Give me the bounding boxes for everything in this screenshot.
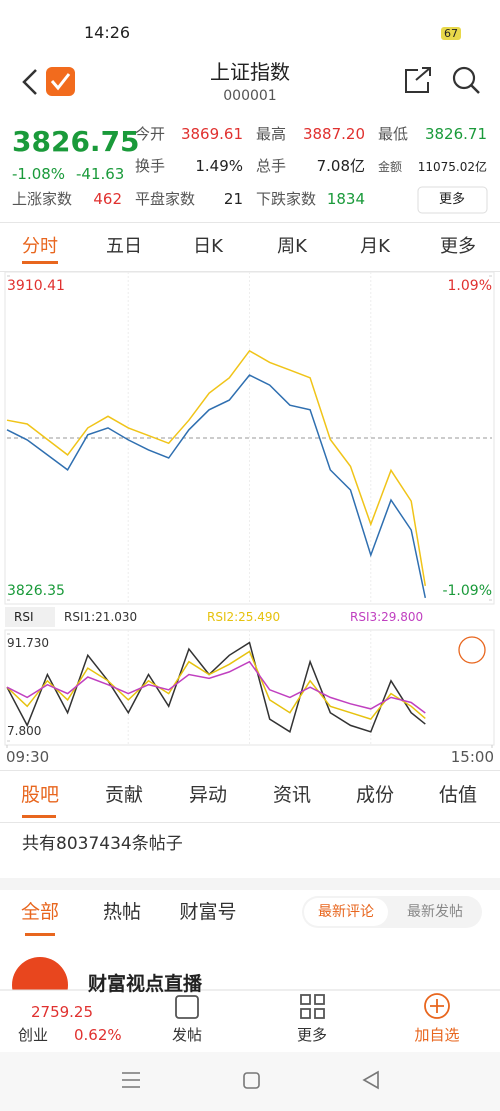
chart-tab[interactable]: 周K <box>277 236 307 257</box>
nav-bar <box>0 1052 500 1111</box>
y-tick-label: 3910.41 <box>7 278 65 294</box>
field-value: 11075.02亿 <box>417 160 487 174</box>
logo <box>46 67 75 96</box>
field-label: 平盘家数 <box>135 190 196 208</box>
legend-entry: RSI2:25.490 <box>207 610 281 624</box>
divider <box>0 822 500 823</box>
back-icon[interactable] <box>22 69 37 95</box>
chart-tab[interactable]: 分时 <box>22 236 58 257</box>
more-button[interactable] <box>417 186 488 214</box>
section-tab[interactable]: 估值 <box>438 784 478 806</box>
field-label: 今开 <box>135 125 166 143</box>
divider <box>0 770 500 771</box>
action[interactable]: 发帖 <box>171 1026 203 1044</box>
section-tab[interactable]: 异动 <box>188 784 228 806</box>
clock: 14:26 <box>84 23 131 42</box>
indicator: RSI <box>14 610 34 624</box>
battery: 67 <box>441 27 461 40</box>
field-value: 3887.20 <box>302 125 365 143</box>
legend-entry: RSI3:29.800 <box>350 610 424 624</box>
field-label: 最高 <box>256 125 287 143</box>
series-line <box>6 650 426 720</box>
feed-tab[interactable]: 全部 <box>20 901 60 923</box>
gap <box>0 878 500 890</box>
field-value: 1.49% <box>195 157 243 175</box>
series-line <box>6 374 427 599</box>
series-line <box>6 660 426 714</box>
feed-tab[interactable]: 财富号 <box>179 901 237 923</box>
divider <box>0 271 500 272</box>
chart-tab[interactable]: 五日 <box>106 236 142 257</box>
field-label: 总手 <box>256 157 287 175</box>
change-pct: -1.08% <box>12 165 66 183</box>
section-tab[interactable]: 股吧 <box>20 784 60 806</box>
field-label: 最低 <box>378 125 409 143</box>
field-value: 462 <box>93 190 122 208</box>
feed-underline <box>25 933 55 936</box>
series-line <box>6 349 427 587</box>
bottom-index-value: 2759.25 <box>30 1003 94 1021</box>
chart-tab[interactable]: 月K <box>360 236 390 257</box>
series-line <box>6 641 426 733</box>
rsi-tag <box>5 607 55 627</box>
y-tick-label: 7.800 <box>7 724 42 738</box>
price: 3826.75 <box>12 125 140 158</box>
sort-tab[interactable]: 最新发帖 <box>407 904 463 920</box>
more-icon[interactable] <box>300 994 325 1019</box>
action[interactable]: 加自选 <box>414 1026 460 1044</box>
section-tab[interactable]: 资讯 <box>272 784 312 806</box>
title: 上证指数 <box>210 60 290 84</box>
field-label: 上涨家数 <box>12 190 73 208</box>
chart-tab[interactable]: 日K <box>193 236 223 257</box>
sort-active[interactable] <box>304 898 388 926</box>
search-handle <box>470 84 480 94</box>
y2-tick-label: -1.09% <box>442 583 492 599</box>
field-value: 7.08亿 <box>316 157 365 175</box>
sort-tab[interactable]: 最新评论 <box>318 904 374 920</box>
live-title[interactable]: 财富视点直播 <box>88 973 203 995</box>
add-icon[interactable] <box>424 993 450 1019</box>
change: -41.63 <box>76 165 125 183</box>
field-label: 换手 <box>135 157 166 175</box>
nav-home[interactable] <box>243 1072 260 1089</box>
section-underline <box>22 815 56 818</box>
nav-menu[interactable] <box>122 1072 140 1088</box>
x-tick-label: 15:00 <box>450 748 494 766</box>
post-count: 共有8037434条帖子 <box>22 834 183 854</box>
field-label: 下跌家数 <box>256 190 317 208</box>
nav-back[interactable] <box>362 1070 379 1090</box>
chart-tab[interactable]: 更多 <box>440 236 476 257</box>
divider <box>0 222 500 223</box>
tab-underline <box>22 261 58 264</box>
field-value: 1834 <box>326 190 365 208</box>
x-tick-label: 09:30 <box>6 748 50 766</box>
code: 000001 <box>223 88 277 104</box>
logo-check <box>50 73 71 91</box>
field-label: 金额 <box>378 160 403 174</box>
section-tab[interactable]: 成份 <box>355 784 395 806</box>
y2-tick-label: 1.09% <box>447 278 492 294</box>
section-tab[interactable]: 贡献 <box>104 784 144 806</box>
post-icon[interactable] <box>175 995 199 1019</box>
legend-entry: RSI1:21.030 <box>64 610 138 624</box>
y-tick-label: 91.730 <box>7 636 49 650</box>
bottom-index-name: 创业 <box>18 1026 49 1044</box>
action[interactable]: 更多 <box>296 1026 328 1044</box>
add-plus <box>430 999 444 1013</box>
field-value: 3826.71 <box>424 125 487 143</box>
share-icon[interactable] <box>405 67 431 93</box>
bottom-bar <box>0 990 500 1052</box>
expand-icon[interactable] <box>458 636 486 664</box>
bottom-index-pct: 0.62% <box>74 1026 122 1044</box>
field-value: 21 <box>223 190 243 208</box>
y-tick-label: 3826.35 <box>7 583 65 599</box>
more-button-label[interactable]: 更多 <box>438 192 466 207</box>
field-value: 3869.61 <box>180 125 243 143</box>
search-icon[interactable] <box>452 66 476 90</box>
feed-tab[interactable]: 热帖 <box>102 901 142 923</box>
